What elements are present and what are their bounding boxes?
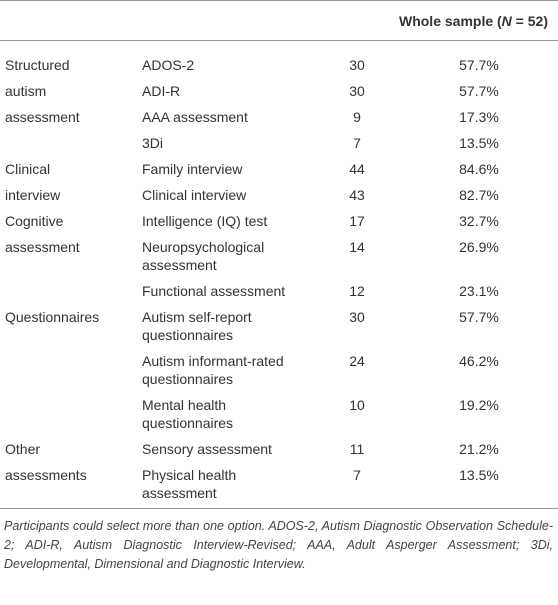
table-row: assessments Physical health assessment 7 13… [0,462,558,509]
table-row: assessment Neuropsychological assessment 1… [0,234,558,278]
table-body: Structured ADOS-2 30 57.7% autism ADI-R 30 57.7… [0,41,558,509]
table: Whole sample (N = 52) Structured ADOS-2 30… [0,0,558,509]
item-name: Autism self-report questionnaires [142,309,252,343]
group-label [0,392,142,436]
table-row: interview Clinical interview 43 82.7% [0,182,558,208]
group-label: Structured [5,57,70,73]
item-count: 24 [349,353,365,369]
table-row: Cognitive Intelligence (IQ) test 17 32.7% [0,208,558,234]
item-percent: 26.9% [459,239,499,255]
table-row: 3Di 7 13.5% [0,130,558,156]
header-text: = 52) [511,12,548,29]
item-name: ADI-R [142,83,181,99]
item-count: 11 [349,441,365,457]
item-name: Family interview [142,161,243,177]
group-label: Clinical [5,161,51,177]
table-row: Questionnaires Autism self-report questio… [0,304,558,348]
item-name: Functional assessment [142,283,286,299]
table-row: Structured ADOS-2 30 57.7% [0,41,558,79]
group-label: interview [5,187,61,203]
item-name: Mental health questionnaires [142,397,234,431]
item-count: 17 [349,213,365,229]
footnote: Participants could select more than one … [4,519,553,571]
item-count: 30 [349,57,365,73]
item-count: 7 [353,135,361,151]
item-name: ADOS-2 [142,57,195,73]
item-name: Autism informant-rated questionnaires [142,353,284,387]
table-row: Other Sensory assessment 11 21.2% [0,436,558,462]
item-count: 14 [349,239,365,255]
item-name: Physical health assessment [142,462,302,509]
item-percent: 46.2% [459,353,499,369]
item-percent: 57.7% [459,309,499,325]
item-percent: 84.6% [459,161,499,177]
group-label [0,130,142,156]
header-row: Whole sample (N = 52) [0,0,558,41]
group-label: Other [5,441,41,457]
item-name: 3Di [142,135,164,151]
item-percent: 13.5% [412,462,558,509]
item-percent: 19.2% [459,397,499,413]
item-count: 7 [302,462,412,509]
page: Whole sample (N = 52) Structured ADOS-2 30… [0,0,558,571]
item-name: Clinical interview [142,187,247,203]
item-name: Intelligence (IQ) test [142,213,268,229]
item-count: 12 [349,283,365,299]
item-percent: 57.7% [459,57,499,73]
group-label [0,348,142,392]
table-row: autism ADI-R 30 57.7% [0,78,558,104]
table-row: Autism informant-rated questionnaires 24 4… [0,348,558,392]
group-label: autism [5,83,47,99]
item-percent: 21.2% [459,441,499,457]
item-percent: 57.7% [459,83,499,99]
item-count: 30 [349,309,365,325]
table-row: Functional assessment 12 23.1% [0,278,558,304]
item-name: Neuropsychological assessment [142,239,265,273]
table-row: assessment AAA assessment 9 17.3% [0,104,558,130]
item-percent: 13.5% [459,135,499,151]
item-percent: 82.7% [459,187,499,203]
group-label: Cognitive [5,213,64,229]
item-percent: 17.3% [459,109,499,125]
item-count: 9 [353,109,361,125]
item-count: 30 [349,83,365,99]
item-name: AAA assessment [142,109,248,125]
group-label [0,278,142,304]
header-text: Whole sample ( [398,12,502,29]
item-count: 10 [349,397,365,413]
item-count: 44 [349,161,365,177]
header-cell: Whole sample (N = 52) [0,0,558,41]
group-label: assessment [5,109,80,125]
group-label: assessments [0,462,142,509]
group-label: assessment [5,239,80,255]
item-count: 43 [349,187,365,203]
group-label: Questionnaires [5,309,100,325]
item-name: Sensory assessment [142,441,272,457]
header-n: N [501,12,512,29]
item-percent: 32.7% [459,213,499,229]
table-row: Mental health questionnaires 10 19.2% [0,392,558,436]
table-row: Clinical Family interview 44 84.6% [0,156,558,182]
item-percent: 23.1% [459,283,499,299]
